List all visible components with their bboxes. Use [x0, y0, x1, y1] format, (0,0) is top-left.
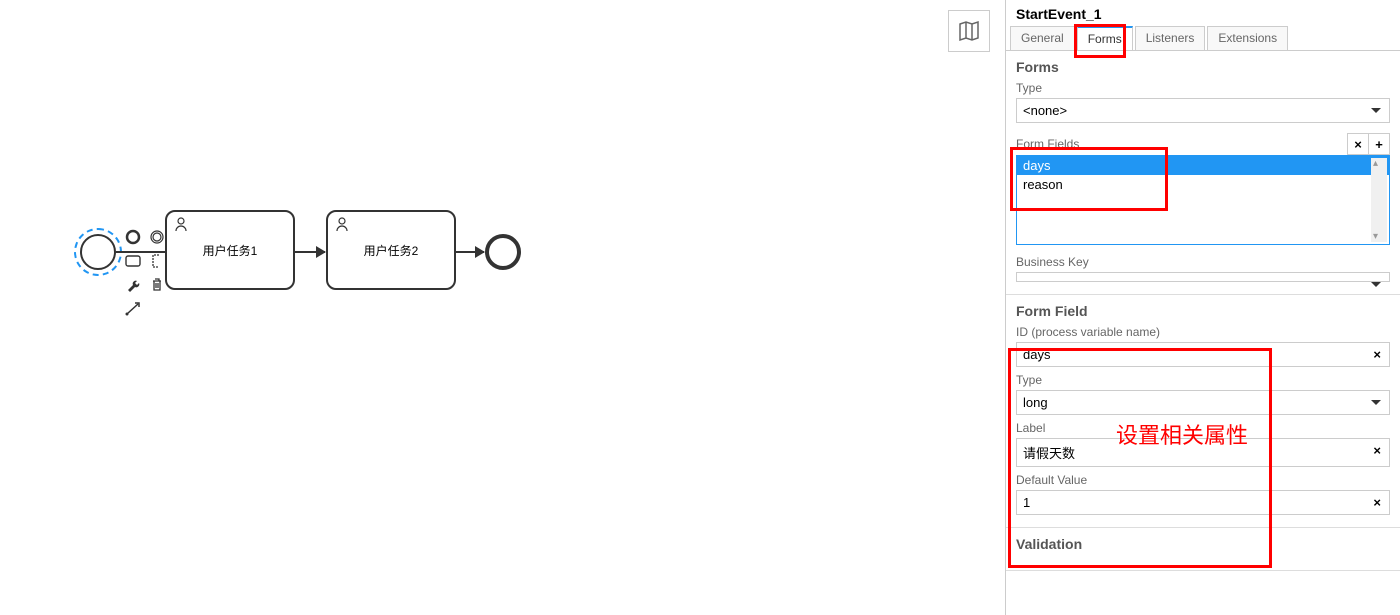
properties-panel: StartEvent_1 GeneralFormsListenersExtens…	[1005, 0, 1400, 615]
user-task-1[interactable]: 用户任务1	[165, 210, 295, 290]
tab-general[interactable]: General	[1010, 26, 1075, 50]
field-label: Form Fields	[1016, 137, 1079, 151]
clear-icon[interactable]: ×	[1373, 495, 1381, 510]
field-label: Type	[1016, 373, 1390, 387]
start-event[interactable]	[80, 234, 116, 270]
wrench-icon[interactable]	[122, 274, 144, 296]
group-title: Forms	[1016, 59, 1390, 75]
task-label: 用户任务2	[364, 242, 419, 259]
field-id-input[interactable]: days×	[1016, 342, 1390, 367]
append-task-icon[interactable]	[122, 250, 144, 272]
tab-listeners[interactable]: Listeners	[1135, 26, 1206, 50]
business-key-select[interactable]	[1016, 272, 1390, 282]
clear-icon[interactable]: ×	[1373, 443, 1381, 458]
tab-forms[interactable]: Forms	[1077, 26, 1133, 50]
task-label: 用户任务1	[203, 242, 258, 259]
user-icon	[334, 216, 350, 235]
panel-title: StartEvent_1	[1006, 0, 1400, 26]
sequence-flow[interactable]	[295, 251, 325, 253]
field-label: Type	[1016, 81, 1390, 95]
validation-group: Validation	[1006, 528, 1400, 571]
form-type-select[interactable]: <none>	[1016, 98, 1390, 123]
field-label: Business Key	[1016, 255, 1390, 269]
form-field-item[interactable]: reason	[1017, 175, 1389, 194]
field-label: Label	[1016, 421, 1390, 435]
field-label-input[interactable]: 请假天数×	[1016, 438, 1390, 467]
minimap-toggle[interactable]	[948, 10, 990, 52]
connect-icon[interactable]	[122, 298, 144, 320]
user-icon	[173, 216, 189, 235]
forms-group: Forms Type <none> Form Fields × + daysre…	[1006, 51, 1400, 295]
end-event[interactable]	[485, 234, 521, 270]
field-default-input[interactable]: 1×	[1016, 490, 1390, 515]
user-task-2[interactable]: 用户任务2	[326, 210, 456, 290]
form-fields-buttons: × +	[1348, 133, 1390, 155]
group-title: Form Field	[1016, 303, 1390, 319]
field-label: ID (process variable name)	[1016, 325, 1390, 339]
field-label: Default Value	[1016, 473, 1390, 487]
clear-icon[interactable]: ×	[1373, 347, 1381, 362]
form-field-item[interactable]: days	[1017, 156, 1389, 175]
tabs: GeneralFormsListenersExtensions	[1006, 26, 1400, 51]
group-title: Validation	[1016, 536, 1390, 552]
add-field-button[interactable]: +	[1368, 133, 1390, 155]
form-fields-list[interactable]: daysreason	[1016, 155, 1390, 245]
scrollbar[interactable]	[1371, 158, 1387, 242]
remove-field-button[interactable]: ×	[1347, 133, 1369, 155]
append-end-event-icon[interactable]	[122, 226, 144, 248]
sequence-flow[interactable]	[116, 251, 166, 253]
sequence-flow[interactable]	[456, 251, 484, 253]
bpmn-canvas[interactable]: 用户任务1 用户任务2	[0, 0, 1000, 615]
form-field-group: Form Field ID (process variable name) da…	[1006, 295, 1400, 528]
tab-extensions[interactable]: Extensions	[1207, 26, 1288, 50]
field-type-select[interactable]: long	[1016, 390, 1390, 415]
